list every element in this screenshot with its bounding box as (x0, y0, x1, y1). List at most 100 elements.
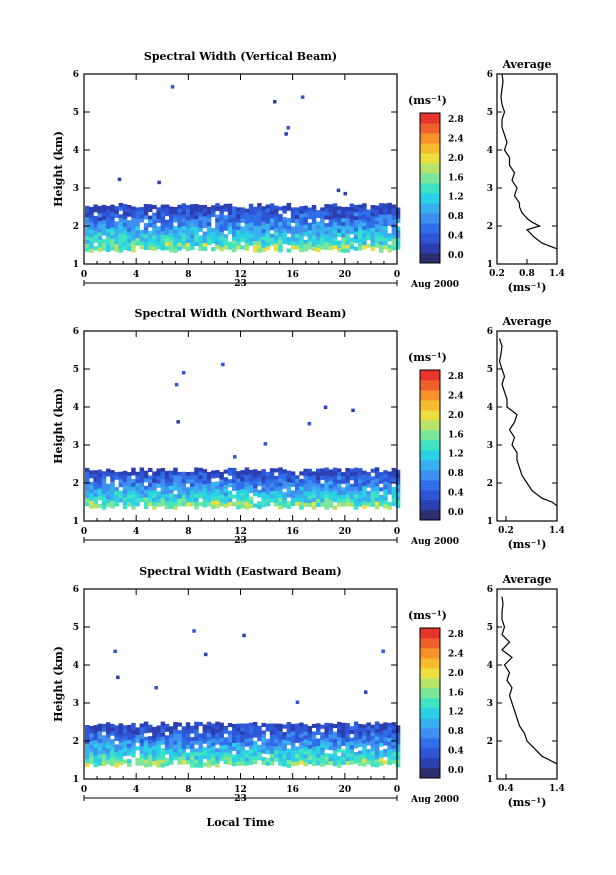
heatmap-cell (324, 505, 329, 510)
heatmap-cell (290, 761, 296, 766)
heatmap-cell (248, 745, 254, 750)
heatmap-cell (85, 483, 90, 488)
heatmap-cell (152, 471, 157, 476)
heatmap-cell (236, 746, 241, 751)
heatmap-cell (370, 227, 376, 232)
heatmap-cell (366, 494, 371, 499)
heatmap-cell (89, 756, 94, 761)
heatmap-cell (236, 738, 241, 743)
heatmap-cell (299, 232, 304, 237)
heatmap-cell (278, 471, 283, 476)
heatmap-cell (303, 487, 308, 492)
heatmap-cell (227, 207, 233, 212)
heatmap-cell (374, 736, 380, 741)
heatmap-cell (244, 486, 250, 491)
heatmap-cell (152, 494, 157, 499)
heatmap-cell (156, 241, 161, 246)
heatmap-cell (143, 740, 149, 745)
heatmap-cell (127, 212, 132, 217)
heatmap-cell (290, 215, 296, 220)
heatmap-cell (198, 744, 203, 749)
heatmap-cell (278, 501, 283, 506)
heatmap-cell (282, 758, 287, 763)
y-tick-label: 1 (73, 775, 79, 785)
heatmap-cell (290, 207, 296, 212)
heatmap-cell (374, 235, 380, 240)
heatmap-cell (148, 230, 153, 235)
heatmap-cell (97, 492, 103, 497)
heatmap-cell (223, 222, 229, 227)
colorbar-swatch (420, 628, 440, 639)
heatmap-cell (311, 746, 317, 751)
heatmap-cell (177, 733, 182, 738)
heatmap-cell (198, 205, 203, 210)
heatmap-cell (202, 243, 208, 248)
heatmap-cell (345, 753, 350, 758)
heatmap-cell (110, 727, 115, 732)
heatmap-cell (194, 736, 199, 741)
heatmap-cell (345, 233, 350, 238)
heatmap-cell (257, 756, 262, 761)
heatmap-cell (324, 211, 329, 216)
heatmap-cell (269, 494, 275, 499)
heatmap-cell (240, 234, 245, 239)
heatmap-cell (358, 494, 363, 499)
heatmap-cell (190, 227, 195, 232)
heatmap-cell (211, 474, 216, 479)
heatmap-cell (114, 225, 119, 230)
profile-y-tick-label: 2 (487, 479, 493, 489)
heatmap-cell (169, 497, 174, 502)
heatmap-cell (374, 209, 380, 214)
heatmap-cell (290, 234, 296, 239)
heatmap-cell (374, 471, 380, 476)
heatmap-cell (169, 745, 174, 750)
heatmap-cell (303, 502, 308, 507)
heatmap-cell (135, 731, 140, 736)
heatmap-cell (164, 489, 170, 494)
heatmap-cell (370, 231, 376, 236)
heatmap-cell (169, 485, 174, 490)
heatmap-cell (206, 214, 212, 219)
heatmap-cell (148, 238, 153, 243)
x-tick-label: 12 (234, 270, 247, 280)
heatmap-cell (152, 757, 157, 762)
heatmap-cell (261, 741, 266, 746)
heatmap-cell (106, 756, 111, 761)
heatmap-cell (324, 760, 329, 765)
heatmap-cell (169, 726, 174, 731)
heatmap-cell (257, 744, 262, 749)
heatmap-cell (97, 240, 103, 245)
heatmap-cell (341, 210, 346, 215)
heatmap-cell (299, 756, 304, 761)
heatmap-cell (240, 230, 245, 235)
heatmap-cell (223, 729, 229, 734)
heatmap-cell (353, 204, 359, 209)
heatmap-cell (261, 745, 266, 750)
heatmap-cell (164, 493, 170, 498)
heatmap-cell (244, 212, 250, 217)
heatmap-cell (181, 218, 187, 223)
colorbar-swatch (420, 440, 440, 451)
heatmap-cell (118, 479, 124, 484)
heatmap-cell (261, 488, 266, 493)
heatmap-cell (261, 210, 266, 215)
heatmap-cell (152, 212, 157, 217)
colorbar-tick-label: 2.4 (448, 134, 464, 144)
x-tick-label: 16 (286, 270, 299, 280)
heatmap-cell (253, 756, 258, 761)
heatmap-cell (253, 480, 258, 485)
heatmap-cell (118, 202, 124, 207)
heatmap-cell (206, 222, 212, 227)
heatmap-cell (227, 502, 233, 507)
heatmap-cell (303, 731, 308, 736)
heatmap-cell (106, 745, 111, 750)
heatmap-cell (295, 738, 300, 743)
heatmap-cell (286, 237, 292, 242)
heatmap-cell (157, 180, 161, 185)
heatmap-cell (169, 741, 174, 746)
heatmap-cell (122, 729, 128, 734)
heatmap-cell (190, 737, 195, 742)
heatmap-cell (240, 742, 245, 747)
heatmap-cell (160, 223, 166, 228)
heatmap-cell (135, 222, 140, 227)
